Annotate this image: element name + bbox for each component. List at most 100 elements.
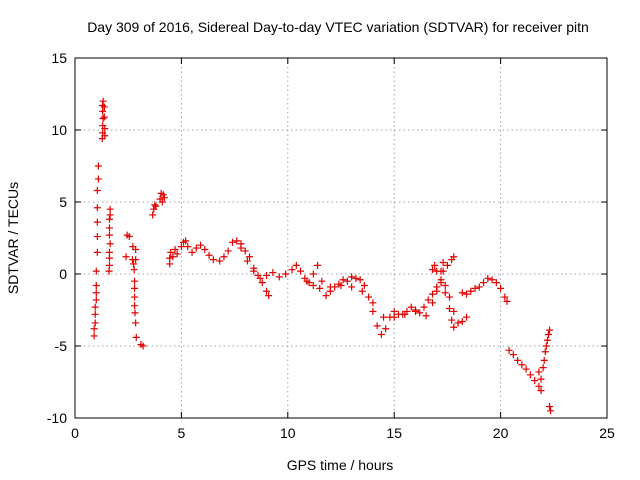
data-point [94, 162, 102, 170]
data-point [382, 325, 390, 333]
data-point [537, 375, 545, 383]
data-point [101, 125, 109, 133]
x-tick-label: 5 [178, 425, 186, 441]
data-point [531, 377, 539, 385]
data-point [348, 273, 356, 281]
data-point [173, 250, 181, 258]
data-point [433, 287, 441, 295]
data-point [433, 267, 441, 275]
data-point [131, 293, 139, 301]
data-point [407, 303, 415, 311]
data-point [250, 267, 258, 275]
data-point [446, 305, 454, 313]
data-point [318, 277, 326, 285]
y-tick-label: 5 [59, 194, 67, 210]
data-point [282, 270, 290, 278]
data-point [100, 113, 108, 121]
data-point [541, 348, 549, 356]
data-point [416, 309, 424, 317]
data-point [369, 307, 377, 315]
data-point [94, 175, 102, 183]
data-point [224, 247, 232, 255]
data-point [263, 271, 271, 279]
x-tick-label: 10 [280, 425, 296, 441]
data-point [177, 243, 185, 251]
data-point [91, 310, 99, 318]
data-point [450, 323, 458, 331]
data-point [546, 326, 554, 334]
data-point [514, 356, 522, 364]
data-point [99, 97, 107, 105]
data-point [256, 274, 264, 282]
data-point [201, 246, 209, 254]
chart-title: Day 309 of 2016, Sidereal Day-to-day VTE… [87, 19, 589, 35]
data-point [209, 256, 217, 264]
data-point [501, 293, 509, 301]
x-tick-label: 15 [386, 425, 402, 441]
data-point [105, 261, 113, 269]
data-point [105, 248, 113, 256]
data-point [348, 283, 356, 291]
data-point [326, 283, 334, 291]
data-point [448, 316, 456, 324]
data-point [106, 240, 114, 248]
x-tick-label: 20 [493, 425, 509, 441]
data-point [275, 273, 283, 281]
data-point [216, 257, 224, 265]
data-point [265, 292, 273, 300]
data-point [373, 322, 381, 330]
data-point [497, 284, 505, 292]
data-point [90, 325, 98, 333]
data-point [365, 293, 373, 301]
data-point [422, 312, 430, 320]
data-point [526, 371, 534, 379]
data-point [546, 402, 554, 410]
data-series [90, 97, 555, 415]
x-tick-label: 0 [71, 425, 79, 441]
data-point [492, 279, 500, 287]
data-point [105, 215, 113, 223]
data-point [314, 261, 322, 269]
data-point [184, 243, 192, 251]
data-point [292, 261, 300, 269]
data-point [439, 258, 447, 266]
data-point [100, 103, 108, 111]
data-point [429, 299, 437, 307]
data-point [245, 253, 253, 261]
data-point [547, 407, 555, 415]
data-point [122, 253, 130, 261]
data-point [540, 356, 548, 364]
data-point [420, 303, 428, 311]
data-point [92, 282, 100, 290]
data-point [339, 276, 347, 284]
data-point [131, 302, 139, 310]
y-tick-label: 15 [51, 50, 67, 66]
data-point [480, 279, 488, 287]
data-point [446, 293, 454, 301]
data-point [503, 297, 511, 305]
data-point [429, 290, 437, 298]
data-point [360, 282, 368, 290]
data-point [241, 247, 249, 255]
data-point [131, 277, 139, 285]
data-point [105, 231, 113, 239]
data-point [544, 330, 552, 338]
data-point [450, 253, 458, 261]
data-point [380, 313, 388, 321]
data-point [106, 205, 114, 213]
data-point [131, 309, 139, 317]
data-point [197, 241, 205, 249]
y-tick-label: -5 [55, 338, 68, 354]
data-point [237, 244, 245, 252]
data-point [166, 254, 174, 262]
data-point [228, 238, 236, 246]
data-point [93, 186, 101, 194]
data-point [188, 248, 196, 256]
data-point [125, 233, 133, 241]
axis-ticks [74, 57, 608, 419]
data-point [518, 361, 526, 369]
data-point [130, 266, 138, 274]
data-point [297, 267, 305, 275]
data-point [352, 274, 360, 282]
data-point [441, 289, 449, 297]
